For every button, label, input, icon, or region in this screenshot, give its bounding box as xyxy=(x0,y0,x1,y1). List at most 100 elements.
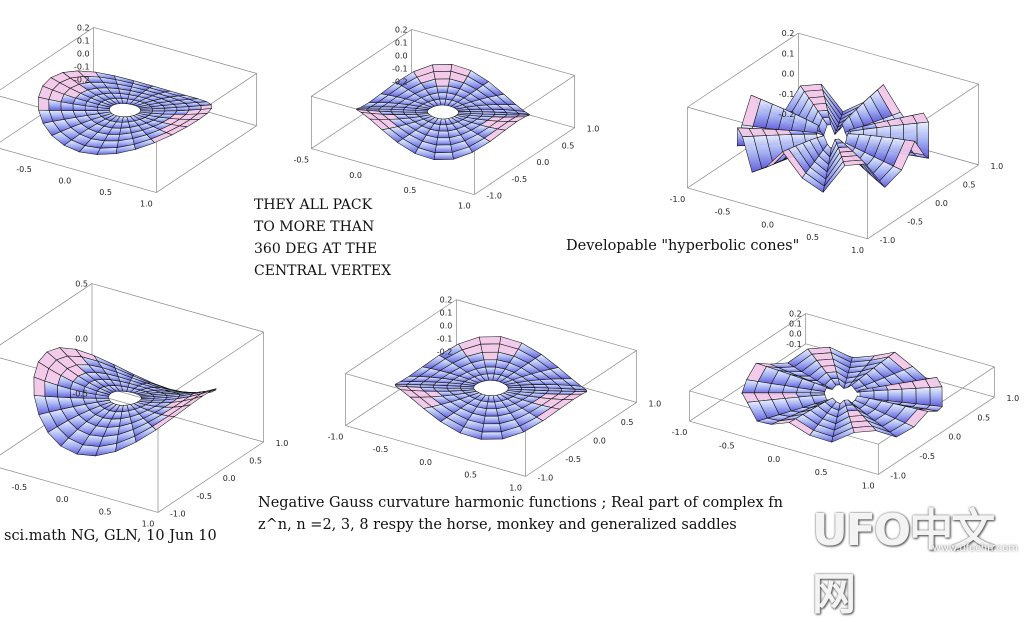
z-tick-label: -0.1 xyxy=(74,63,90,72)
bounding-box-edge xyxy=(525,402,637,477)
surface-patch xyxy=(434,144,453,154)
surface-patch xyxy=(437,92,448,100)
x-tick-label: -0.5 xyxy=(11,483,27,492)
surface-patch xyxy=(915,387,931,406)
y-tick-label: 0.5 xyxy=(249,457,262,466)
x-tick-label: -0.5 xyxy=(294,156,310,165)
z-tick-label: 0.1 xyxy=(789,320,802,329)
plot-monkey-saddle-top: 0.2 0.1 0.0 -0.1 -0.2 -0.5 0.0 0.5 1.0 1.0 0.5 0.0 -… xyxy=(294,25,600,211)
y-tick-label: 0.5 xyxy=(963,180,976,189)
z-tick-label: 0.0 xyxy=(782,70,795,79)
surface-patch xyxy=(901,388,917,405)
surface-patch xyxy=(446,385,461,389)
bounding-box-edge xyxy=(0,148,157,193)
y-tick-label: 0.0 xyxy=(593,436,606,445)
plot-horse-saddle-top: 0.20.10.0-0.1-0.2-1.0-0.50.00.51.0 xyxy=(0,23,258,209)
plot-hyperbolic-cones: 0.2 0.1 0.0 -0.1 -0.2 -1.0 -0.5 0.0 0.5 1.0 1.0 0.5… xyxy=(670,29,1004,255)
description: Negative Gauss curvature harmonic functi… xyxy=(258,492,783,536)
z-tick-label: 0.0 xyxy=(395,52,408,61)
bounding-box-edge xyxy=(311,148,475,195)
y-tick-label: 1.0 xyxy=(587,125,600,134)
surface-patch xyxy=(38,96,50,111)
surface-patch xyxy=(480,343,501,353)
surface-patch xyxy=(483,359,498,368)
surface-patch xyxy=(929,386,943,407)
x-tick-label: -0.5 xyxy=(715,208,731,217)
z-tick-label: -0.2 xyxy=(74,76,90,85)
surface-patch xyxy=(480,431,504,440)
cones-label: Developable "hyperbolic cones" xyxy=(566,238,800,254)
surface-patch xyxy=(482,351,499,361)
watermark-logo: UFO中文网 www.ufochn.com xyxy=(812,494,1022,620)
y-tick-label: 1.0 xyxy=(276,439,289,448)
x-tick-label: 0.5 xyxy=(99,188,112,197)
y-tick-label: 0.5 xyxy=(977,413,990,422)
z-tick-label: 0.0 xyxy=(77,50,90,59)
x-tick-label: 1.0 xyxy=(862,481,875,490)
y-tick-label: 0.0 xyxy=(537,158,550,167)
z-tick-label: 0.2 xyxy=(440,296,453,305)
bounding-box-edge xyxy=(345,425,526,477)
bounding-box-edge xyxy=(689,313,806,392)
x-tick-label: -1.0 xyxy=(670,195,686,204)
y-tick-label: -0.5 xyxy=(511,175,527,184)
z-tick-label: -0.1 xyxy=(779,90,795,99)
watermark-text: UFO中文网 xyxy=(812,505,995,620)
x-tick-label: -0.5 xyxy=(373,445,389,454)
x-tick-label: 1.0 xyxy=(458,202,471,211)
surface-patch xyxy=(96,147,118,155)
x-tick-label: 0.5 xyxy=(806,233,819,242)
x-tick-label: 0.5 xyxy=(99,507,112,516)
bounding-box-edge xyxy=(0,467,159,513)
bounding-box-edge xyxy=(156,125,257,193)
signature: sci.math NG, GLN, 10 Jun 10 xyxy=(4,528,217,544)
plot-generalized-saddle: 0.20.10.0-0.1-1.0-0.50.00.51.01.00.50.0-… xyxy=(672,310,1019,491)
x-tick-label: -0.5 xyxy=(16,165,32,174)
bounding-box-edge xyxy=(805,313,995,368)
z-tick-label: -0.1 xyxy=(786,340,802,349)
surface-patch xyxy=(788,130,805,135)
x-tick-label: 0.0 xyxy=(761,220,774,229)
z-tick-label: -0.5 xyxy=(72,390,88,399)
surface-patch xyxy=(432,64,453,72)
bounding-box-edge xyxy=(687,32,799,108)
plot-horse-saddle-bottom: 0.5 0.0 -0.5 -1.0 -0.5 0.0 0.5 1.0 1.0 0.5 0.0 -0.5… xyxy=(0,280,288,528)
y-tick-label: 1.0 xyxy=(649,399,662,408)
surface-patch xyxy=(483,415,500,425)
surface-patch xyxy=(433,70,452,80)
y-tick-label: -0.5 xyxy=(907,217,923,226)
z-tick-label: 0.1 xyxy=(782,49,795,58)
surface-patch xyxy=(436,85,449,94)
x-tick-label: 0.0 xyxy=(419,458,432,467)
x-tick-label: -0.5 xyxy=(719,442,735,451)
z-tick-label: 0.0 xyxy=(789,330,802,339)
y-tick-label: -1.0 xyxy=(880,236,896,245)
y-tick-label: 0.5 xyxy=(562,141,575,150)
x-tick-label: 1.0 xyxy=(140,200,153,209)
surface-patch xyxy=(484,408,499,417)
pack-note-line: CENTRAL VERTEX xyxy=(254,263,392,279)
surface-patch xyxy=(485,366,496,375)
pack-note-line: 360 DEG AT THE xyxy=(254,241,378,257)
z-tick-label: -0.1 xyxy=(437,335,453,344)
x-tick-label: 0.0 xyxy=(768,455,781,464)
surface-patch xyxy=(887,388,903,403)
bounding-box-edge xyxy=(474,127,575,195)
y-tick-label: -1.0 xyxy=(486,192,502,201)
y-tick-label: -0.5 xyxy=(919,452,935,461)
x-tick-label: 1.0 xyxy=(142,519,155,528)
pack-note-line: THEY ALL PACK xyxy=(254,197,373,213)
z-tick-label: 0.0 xyxy=(440,322,453,331)
description-line: Negative Gauss curvature harmonic functi… xyxy=(258,495,783,511)
surface-patch xyxy=(742,135,763,173)
bounding-box-edge xyxy=(311,29,412,97)
surface-patch xyxy=(164,107,178,112)
z-tick-label: 0.1 xyxy=(440,309,453,318)
bounding-box-edge xyxy=(157,441,264,513)
surface-patch xyxy=(437,130,450,139)
surface-patch xyxy=(451,146,473,160)
bounding-box-edge xyxy=(456,299,637,351)
surface-patch xyxy=(842,159,867,166)
bounding-box-edge xyxy=(345,299,457,374)
x-tick-label: 0.5 xyxy=(464,471,477,480)
